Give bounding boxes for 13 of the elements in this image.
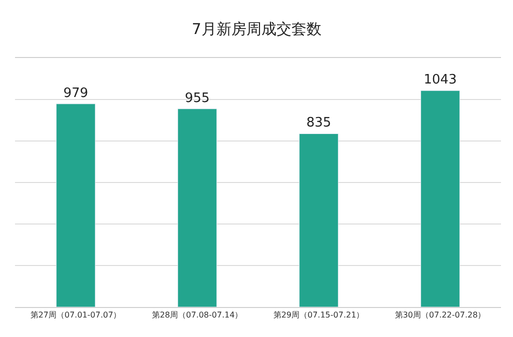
x-tick-label: 第30周（07.22-07.28） xyxy=(394,310,486,320)
data-label: 955 xyxy=(184,90,210,106)
data-label: 1043 xyxy=(424,72,457,88)
bar xyxy=(299,133,338,307)
bar xyxy=(56,104,96,307)
data-label: 835 xyxy=(306,116,332,131)
bar xyxy=(178,108,217,307)
x-tick-label: 第29周（07.15-07.21） xyxy=(273,310,364,320)
x-tick-label: 第28周（07.08-07.14） xyxy=(152,310,243,320)
chart-title: 7月新房周成交套数 xyxy=(192,20,322,38)
x-tick-label: 第27周（07.01-07.07） xyxy=(30,310,122,320)
bar xyxy=(420,90,460,307)
data-label: 979 xyxy=(63,86,88,101)
